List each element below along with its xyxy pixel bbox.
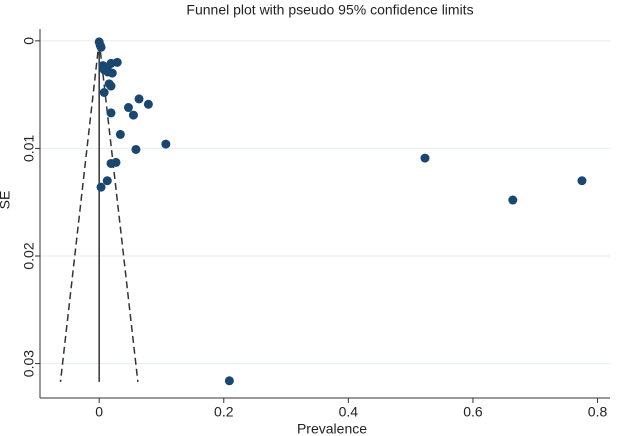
x-tick-label: 0.2 <box>214 404 234 420</box>
ci-limit <box>98 40 139 382</box>
point <box>96 182 106 192</box>
point <box>96 42 106 52</box>
ci-limit <box>59 40 100 382</box>
y-tick-label: 0.03 <box>21 350 37 377</box>
point <box>111 157 121 167</box>
x-axis-title: Prevalence <box>297 421 367 436</box>
point <box>161 139 171 149</box>
point <box>115 129 125 139</box>
point <box>99 87 109 97</box>
point <box>143 99 153 109</box>
point <box>577 176 587 186</box>
y-axis-title: SE <box>0 191 13 210</box>
y-tick-label: 0.02 <box>21 242 37 269</box>
point <box>123 103 133 113</box>
x-tick-label: 0 <box>95 404 103 420</box>
x-tick-label: 0.6 <box>463 404 483 420</box>
point <box>420 153 430 163</box>
point <box>106 108 116 118</box>
x-tick-label: 0.4 <box>339 404 359 420</box>
point <box>102 176 112 186</box>
chart-title: Funnel plot with pseudo 95% confidence l… <box>186 2 473 18</box>
y-tick-label: 0 <box>21 37 37 45</box>
point <box>112 57 122 67</box>
y-tick-label: 0.01 <box>21 135 37 162</box>
point <box>508 195 518 205</box>
x-tick-label: 0.8 <box>588 404 608 420</box>
point <box>99 65 109 75</box>
point <box>128 110 138 120</box>
point <box>134 94 144 104</box>
point <box>131 144 141 154</box>
point <box>224 376 234 386</box>
point <box>106 81 116 91</box>
plot-area <box>40 29 610 398</box>
